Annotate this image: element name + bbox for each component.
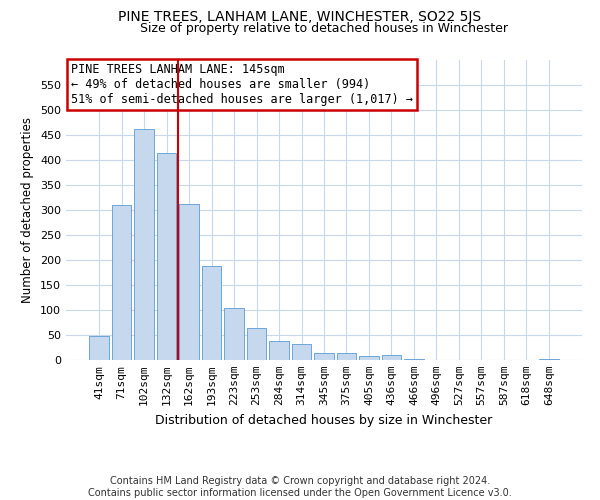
Text: PINE TREES LANHAM LANE: 145sqm
← 49% of detached houses are smaller (994)
51% of: PINE TREES LANHAM LANE: 145sqm ← 49% of … bbox=[71, 63, 413, 106]
Bar bbox=[112, 205, 131, 360]
Title: Size of property relative to detached houses in Winchester: Size of property relative to detached ho… bbox=[140, 22, 508, 35]
Bar bbox=[224, 308, 244, 360]
Bar bbox=[89, 336, 109, 360]
Text: PINE TREES, LANHAM LANE, WINCHESTER, SO22 5JS: PINE TREES, LANHAM LANE, WINCHESTER, SO2… bbox=[118, 10, 482, 24]
Bar bbox=[179, 204, 199, 360]
Bar bbox=[337, 352, 356, 360]
Bar bbox=[157, 153, 176, 360]
Bar bbox=[314, 353, 334, 360]
Bar bbox=[382, 355, 401, 360]
Bar bbox=[359, 356, 379, 360]
Bar bbox=[247, 328, 266, 360]
Bar bbox=[292, 344, 311, 360]
X-axis label: Distribution of detached houses by size in Winchester: Distribution of detached houses by size … bbox=[155, 414, 493, 426]
Bar bbox=[202, 266, 221, 360]
Bar bbox=[134, 128, 154, 360]
Bar bbox=[539, 359, 559, 360]
Bar bbox=[269, 341, 289, 360]
Y-axis label: Number of detached properties: Number of detached properties bbox=[22, 117, 34, 303]
Bar bbox=[404, 358, 424, 360]
Text: Contains HM Land Registry data © Crown copyright and database right 2024.
Contai: Contains HM Land Registry data © Crown c… bbox=[88, 476, 512, 498]
